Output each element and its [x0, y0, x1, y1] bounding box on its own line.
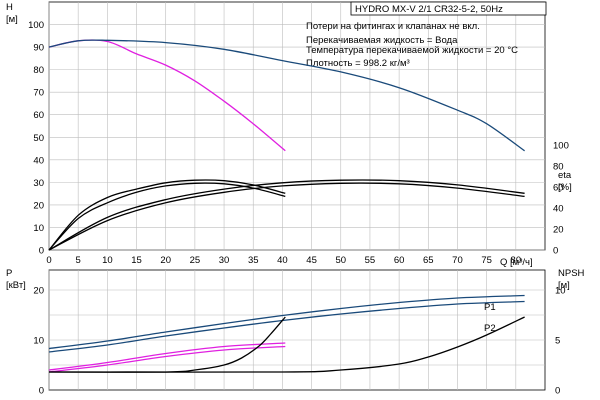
- y-left-label: H: [6, 2, 13, 13]
- y-left-tick-label: 60: [33, 110, 44, 121]
- y-left-tick-label: 10: [33, 223, 44, 234]
- series-line: [48, 342, 286, 371]
- y-left-tick-label: 90: [33, 43, 44, 54]
- series-line: [48, 179, 286, 251]
- y-left-tick-label: 50: [33, 133, 44, 144]
- series-label-p2: P2: [484, 323, 496, 334]
- bottom-y-left-tick-label: 10: [33, 336, 44, 347]
- bottom-y-left-tick-label: 20: [33, 286, 44, 297]
- bottom-chart-grid: [48, 269, 546, 391]
- x-tick-label: 55: [365, 255, 376, 266]
- x-tick-label: 50: [335, 255, 346, 266]
- bottom-y-right-tick-label: 0: [555, 386, 560, 397]
- y-right-label: eta: [558, 170, 572, 181]
- x-tick-label: 45: [306, 255, 317, 266]
- top-curves: [48, 39, 525, 251]
- x-tick-label: 65: [423, 255, 434, 266]
- series-line: [48, 345, 286, 373]
- chart-title-box: [350, 1, 547, 16]
- bottom-y-left-tick-label: 0: [39, 386, 44, 397]
- y-right-tick-label: 60: [553, 183, 564, 194]
- y-right-tick-label: 100: [553, 141, 569, 152]
- x-tick-label: 80: [511, 255, 522, 266]
- y-left-tick-label: 20: [33, 200, 44, 211]
- y-right-unit: [%]: [558, 182, 572, 193]
- series-label-p1: P1: [484, 302, 496, 313]
- series-line: [48, 179, 525, 251]
- x-tick-label: 0: [46, 255, 51, 266]
- note-line: Перекачиваемая жидкость = Вода: [306, 35, 458, 46]
- top-plot-frame: [48, 1, 546, 251]
- x-tick-label: 25: [190, 255, 201, 266]
- series-line: [48, 39, 525, 152]
- y-left-unit: [м]: [6, 14, 18, 25]
- x-tick-label: 60: [394, 255, 405, 266]
- x-tick-label: 40: [277, 255, 288, 266]
- bottom-y-right-tick-label: 10: [555, 286, 566, 297]
- chart-title: HYDRO MX-V 2/1 CR32-5-2, 50Hz: [355, 4, 503, 15]
- series-line: [48, 182, 525, 251]
- x-axis-label: Q [м³/ч]: [500, 257, 533, 268]
- note-line: Потери на фитингах и клапанах не вкл.: [306, 21, 480, 32]
- series-line: [48, 39, 286, 152]
- y-right-tick-label: 20: [553, 225, 564, 236]
- y-left-tick-label: 100: [28, 20, 44, 31]
- series-line: [48, 182, 286, 251]
- series-line: [48, 300, 525, 353]
- x-tick-label: 30: [219, 255, 230, 266]
- y-left-tick-label: 70: [33, 88, 44, 99]
- x-tick-label: 35: [248, 255, 259, 266]
- y-right-tick-label: 80: [553, 162, 564, 173]
- y-left-tick-label: 30: [33, 178, 44, 189]
- y-left-tick-label: 40: [33, 155, 44, 166]
- bottom-tick-labels: 0 10 20 0 5 10: [33, 286, 565, 397]
- note-line: Температура перекачиваемой жидкости = 20…: [306, 45, 518, 56]
- top-tick-labels: 0 5 10 15 20 25 30 35 40 45 50 55 60 65 70 75 80 0 10 20 30 4…: [28, 20, 569, 266]
- x-tick-label: 20: [160, 255, 171, 266]
- y-right-tick-label: 40: [553, 204, 564, 215]
- note-line: Плотность = 998.2 кг/м³: [306, 58, 410, 69]
- x-tick-label: 5: [76, 255, 81, 266]
- y-right-tick-label: 0: [553, 246, 558, 257]
- y-left-tick-label: 80: [33, 65, 44, 76]
- bottom-y-right-unit: [м]: [558, 280, 570, 291]
- series-line: [48, 294, 525, 350]
- x-tick-label: 75: [481, 255, 492, 266]
- x-tick-label: 10: [102, 255, 113, 266]
- series-line: [48, 316, 286, 373]
- series-line: [48, 316, 525, 373]
- top-chart-grid: [48, 1, 546, 251]
- bottom-y-left-unit: [кВт]: [6, 280, 26, 291]
- bottom-y-left-label: P: [6, 268, 12, 279]
- y-left-tick-label: 0: [39, 246, 44, 257]
- bottom-y-right-label: NPSH: [558, 268, 585, 279]
- x-tick-label: 70: [452, 255, 463, 266]
- bottom-curves: [48, 294, 525, 373]
- bottom-y-right-tick-label: 5: [555, 336, 560, 347]
- x-tick-label: 15: [131, 255, 142, 266]
